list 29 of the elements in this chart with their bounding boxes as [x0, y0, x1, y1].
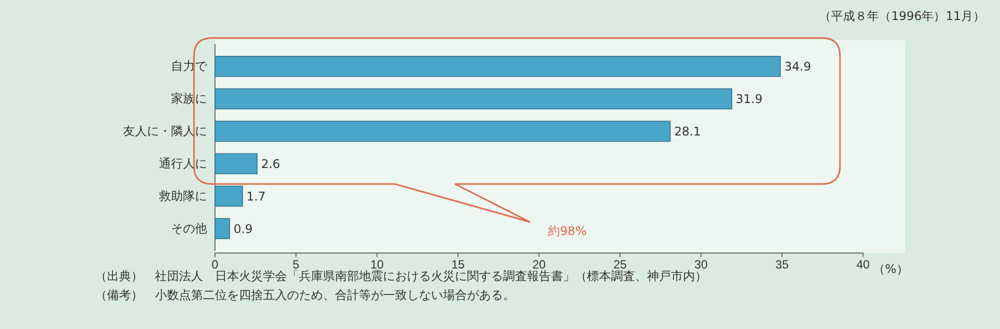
data-label: 34.9	[784, 60, 812, 74]
y-tick-label: 自力で	[171, 59, 208, 74]
bar	[214, 56, 781, 77]
text: （出典） 社団法人 日本火災学会「兵庫県南部地震における火災に関する調査報告書」（標本調査、神戸市内）	[95, 269, 707, 283]
data-label: 31.9	[736, 92, 762, 106]
data-label: 1.7	[246, 189, 266, 204]
y-tick-label: 救助隊に	[158, 189, 207, 204]
bar	[214, 218, 230, 240]
x-axis-title: （%）	[873, 262, 908, 276]
bar	[214, 153, 258, 174]
annotation: 約98%	[548, 224, 587, 238]
x-tick-label: 10	[370, 258, 384, 272]
text: （平成８年（1996年）11月）	[819, 9, 985, 23]
bar	[214, 88, 732, 110]
bar	[214, 186, 243, 207]
bar	[214, 120, 671, 142]
x-tick-label: 25	[613, 258, 627, 272]
x-tick-label: 40	[856, 258, 870, 272]
y-tick-label: 友人に・隣人に	[123, 124, 207, 138]
data-label: 0.9	[234, 222, 253, 236]
y-tick-label: 通行人に	[159, 156, 207, 171]
text: （備考） 小数点第二位を四捨五入のため、合計等が一致しない場合がある。	[95, 288, 515, 302]
x-tick-label: 0	[212, 258, 219, 272]
data-label: 2.6	[261, 156, 280, 171]
x-tick-label: 30	[694, 258, 708, 272]
x-tick-label: 35	[775, 258, 789, 272]
y-tick-label: その他	[171, 221, 207, 236]
x-tick-label: 15	[451, 258, 465, 272]
data-label: 28.1	[674, 124, 701, 138]
